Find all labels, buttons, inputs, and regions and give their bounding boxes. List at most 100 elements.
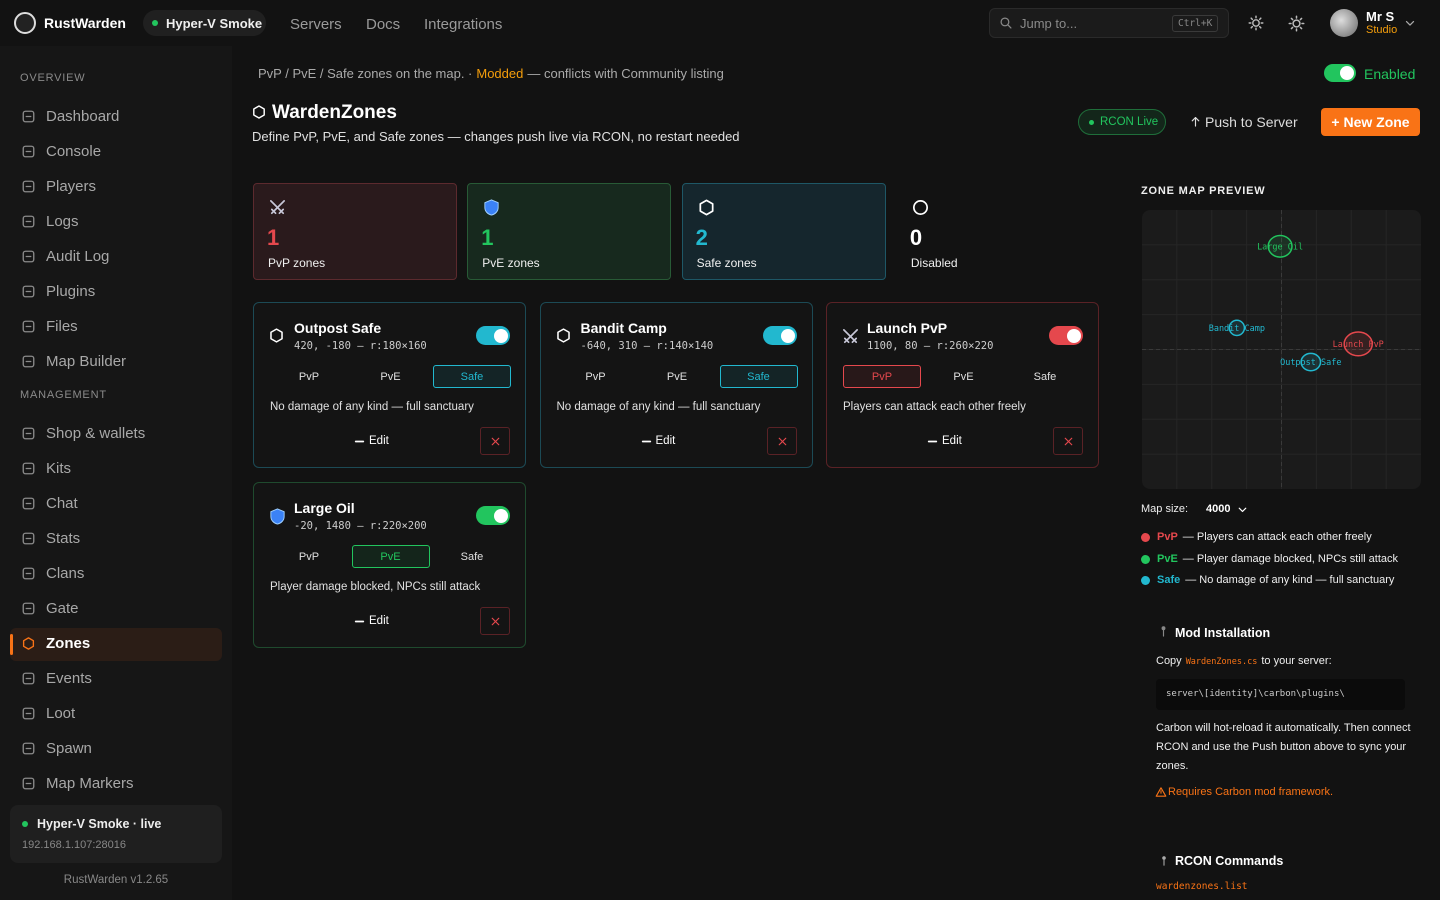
- edit-button[interactable]: Edit: [369, 615, 389, 627]
- zone-toggle[interactable]: [762, 326, 797, 345]
- sidebar-item[interactable]: Chat: [46, 495, 78, 512]
- mode-button[interactable]: PvE: [953, 370, 974, 383]
- edit-button[interactable]: Edit: [942, 435, 962, 447]
- icon[interactable]: [1248, 15, 1264, 31]
- mode-button[interactable]: Safe: [460, 550, 484, 563]
- sidebar-item[interactable]: Zones: [46, 635, 91, 652]
- icon: [699, 199, 714, 216]
- icon: [22, 145, 35, 158]
- icon: [22, 427, 35, 440]
- glyph: [22, 250, 35, 263]
- lens: [1000, 17, 1010, 27]
- icon: [641, 440, 651, 443]
- icon: [912, 199, 928, 216]
- brand: RustWarden: [44, 15, 126, 31]
- delete-button[interactable]: [766, 427, 797, 455]
- sidebar-item[interactable]: Kits: [46, 460, 72, 477]
- sidebar-item[interactable]: Console: [46, 143, 102, 160]
- sidebar-item[interactable]: Loot: [46, 705, 76, 722]
- sidebar-item[interactable]: Gate: [46, 600, 79, 617]
- new-zone-button[interactable]: + New Zone: [1321, 108, 1420, 136]
- mode-button[interactable]: Safe: [433, 365, 511, 388]
- delete-button[interactable]: [480, 607, 510, 635]
- icon: [1161, 626, 1166, 637]
- active-bar: [10, 634, 13, 655]
- sidebar-item[interactable]: Spawn: [46, 740, 92, 757]
- mode-button[interactable]: PvE: [666, 370, 688, 383]
- nav-link[interactable]: Servers: [290, 16, 342, 33]
- mode-button[interactable]: PvP: [298, 550, 320, 563]
- sidebar-item[interactable]: Map Markers: [46, 775, 134, 792]
- file-name: WardenZones.cs: [1185, 657, 1258, 667]
- icon: [22, 742, 35, 755]
- zone-toggle[interactable]: [1049, 326, 1083, 345]
- glyph: [22, 215, 35, 228]
- icon: [270, 508, 285, 525]
- stat-card: 2 Safe zones: [681, 183, 886, 280]
- glyph: [22, 672, 35, 685]
- mod-title: Mod Installation: [1175, 626, 1271, 640]
- user-name: Mr S: [1366, 9, 1395, 24]
- legend-text: — Players can attack each other freely: [1182, 531, 1372, 543]
- mode-button[interactable]: Safe: [719, 365, 798, 388]
- ring: [912, 199, 928, 216]
- zone-name: Outpost Safe: [294, 320, 382, 336]
- icon: [22, 462, 35, 475]
- icon: [22, 637, 35, 650]
- sidebar-item[interactable]: Events: [46, 670, 92, 687]
- zone-toggle[interactable]: [476, 506, 510, 525]
- map-size-select[interactable]: 4000: [1206, 503, 1231, 515]
- hexagon: [270, 328, 283, 343]
- breadcrumb: PvP / PvE / Safe zones on the map. · Modd…: [258, 66, 724, 81]
- mode-button[interactable]: PvP: [585, 370, 606, 383]
- mode-button[interactable]: PvP: [298, 370, 320, 383]
- chevron: [1405, 20, 1415, 26]
- knob: [1067, 328, 1081, 343]
- sidebar-item[interactable]: Logs: [46, 213, 79, 230]
- sidebar-item[interactable]: Clans: [46, 565, 85, 582]
- icon: [22, 707, 35, 720]
- sidebar-item[interactable]: Audit Log: [46, 248, 110, 265]
- icon: [1000, 17, 1012, 29]
- icon: [22, 777, 35, 790]
- zone-marker: [1267, 234, 1293, 258]
- mode-button[interactable]: PvE: [380, 370, 401, 383]
- server-name: Hyper-V Smoke: [166, 16, 263, 31]
- glyph: [22, 602, 35, 615]
- sidebar-item[interactable]: Stats: [46, 530, 81, 547]
- zone-toggle[interactable]: [476, 326, 510, 345]
- edit-button[interactable]: Edit: [369, 435, 389, 447]
- sidebar-item[interactable]: Dashboard: [46, 108, 120, 125]
- icon[interactable]: [1288, 15, 1305, 32]
- sidebar-item[interactable]: Plugins: [46, 283, 96, 300]
- edit-button[interactable]: Edit: [655, 435, 676, 447]
- icon: [1238, 507, 1247, 513]
- sidebar-item[interactable]: Files: [46, 318, 78, 335]
- search-box[interactable]: Jump to... Ctrl+K: [989, 8, 1229, 38]
- icon: [22, 110, 35, 123]
- glyph: [22, 355, 35, 368]
- delete-button[interactable]: [1053, 427, 1083, 455]
- icon: [778, 437, 786, 446]
- nav-link[interactable]: Docs: [366, 16, 401, 33]
- stat-value: 0: [909, 225, 923, 250]
- x: [491, 617, 500, 626]
- mode-button[interactable]: Safe: [1033, 370, 1057, 383]
- nav-link[interactable]: Integrations: [424, 16, 503, 33]
- push-button[interactable]: Push to Server: [1205, 114, 1298, 130]
- stat-label: PvE zones: [482, 256, 540, 270]
- sidebar-item[interactable]: Shop & wallets: [46, 425, 146, 442]
- sidebar-item[interactable]: Map Builder: [46, 353, 127, 370]
- icon[interactable]: [1189, 115, 1202, 128]
- server-pill[interactable]: Hyper-V Smoke: [143, 10, 266, 36]
- enabled-toggle[interactable]: [1324, 64, 1356, 82]
- warning: [1155, 787, 1167, 797]
- mode-button[interactable]: PvE: [351, 545, 430, 568]
- mode-button[interactable]: PvP: [843, 365, 921, 388]
- sidebar-item[interactable]: Players: [46, 178, 97, 195]
- ray: [1258, 25, 1262, 29]
- copy-line: Copy WardenZones.cs to your server:: [1156, 655, 1332, 667]
- delete-button[interactable]: [480, 427, 510, 455]
